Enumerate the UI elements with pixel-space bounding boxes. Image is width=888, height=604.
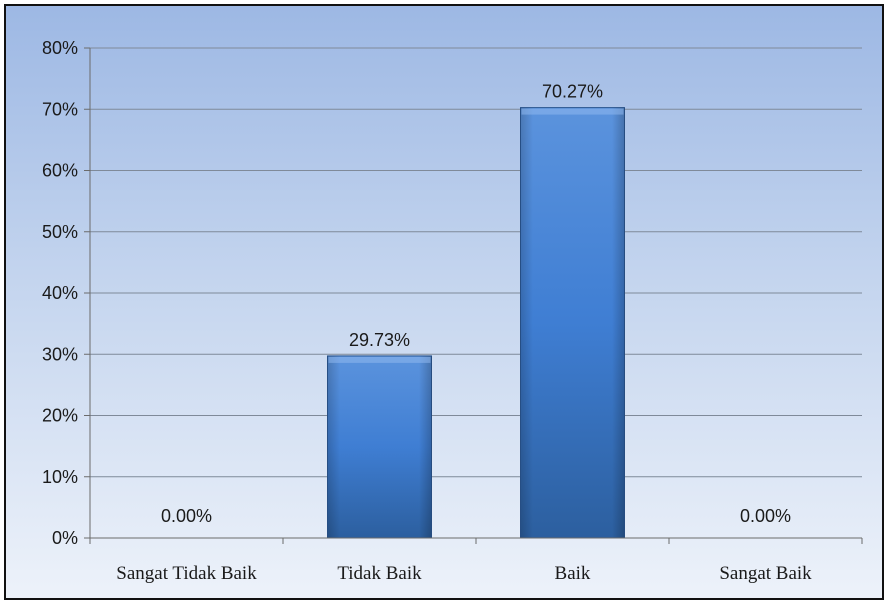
y-tick-label: 70%	[42, 99, 78, 119]
gridlines	[90, 47, 862, 478]
bar-highlight	[521, 108, 624, 115]
data-label: 0.00%	[740, 506, 791, 526]
labels: 0% 10% 20% 30% 40% 50% 60% 70% 80% 0.00% Sangat Ti…	[42, 38, 812, 584]
axes	[84, 47, 863, 544]
bar-shade	[520, 107, 625, 538]
y-tick-label: 60%	[42, 161, 78, 181]
bars	[327, 107, 625, 539]
x-tick-label: Sangat Baik	[719, 563, 812, 584]
y-tick-label: 80%	[42, 38, 78, 58]
data-label: 29.73%	[349, 330, 410, 350]
y-tick-label: 0%	[52, 528, 78, 548]
y-tick-label: 20%	[42, 406, 78, 426]
data-label: 0.00%	[161, 506, 212, 526]
x-tick-label: Baik	[555, 563, 591, 584]
bar-shade	[327, 355, 432, 538]
y-tick-label: 50%	[42, 222, 78, 242]
y-tick-label: 30%	[42, 344, 78, 364]
chart-frame: 0% 10% 20% 30% 40% 50% 60% 70% 80% 0.00% Sangat Ti…	[4, 4, 884, 600]
data-label: 70.27%	[542, 82, 603, 102]
y-tick-label: 40%	[42, 283, 78, 303]
bar-highlight	[328, 356, 431, 363]
y-tick-label: 10%	[42, 467, 78, 487]
x-tick-label: Sangat Tidak Baik	[116, 563, 257, 584]
bar-chart: 0% 10% 20% 30% 40% 50% 60% 70% 80% 0.00% Sangat Ti…	[42, 38, 863, 584]
x-tick-label: Tidak Baik	[337, 563, 422, 584]
